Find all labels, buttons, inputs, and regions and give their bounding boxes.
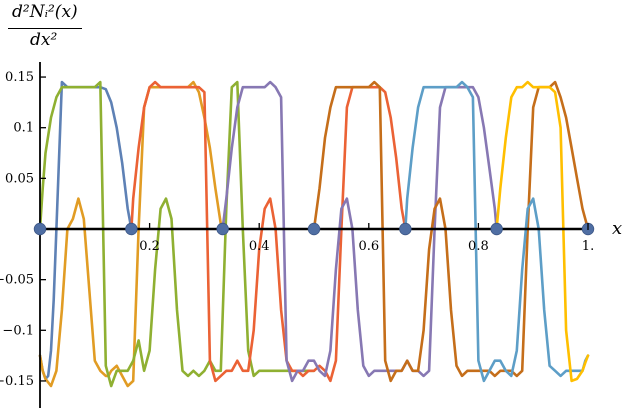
y-axis-label-numerator: d²Nᵢ²(x): [12, 2, 78, 22]
y-tick-label-2: 0.1: [13, 121, 34, 136]
x-tick-label-2: 0.4: [249, 239, 270, 254]
y-tick-label-4: −0.05: [0, 273, 34, 288]
node-point-1: [33, 222, 47, 236]
node-point-3: [216, 222, 229, 236]
x-axis-label: x: [612, 218, 623, 239]
x-tick-label-3: 0.6: [358, 239, 379, 254]
x-tick-label-1: 0.2: [139, 239, 160, 254]
node-point-4: [307, 222, 321, 236]
x-tick-label-4: 0.8: [468, 239, 489, 254]
node-point-6: [490, 222, 503, 236]
y-axis-label-denominator: dx²: [30, 30, 58, 50]
node-point-2: [125, 222, 138, 236]
node-layer: [33, 222, 595, 236]
tick-layer: 0.2 0.4 0.6 0.8 1. 0.15 0.1 0.05 −0.05 −0.1 −0.15: [0, 70, 594, 389]
y-tick-label-1: 0.15: [5, 70, 34, 85]
y-tick-label-6: −0.15: [0, 374, 34, 389]
series-line-7: [404, 80, 590, 383]
x-tick-label-5: 1.: [582, 239, 594, 254]
series-line-3: [38, 80, 316, 388]
y-tick-label-5: −0.1: [2, 323, 34, 338]
y-axis-label-fraction-bar: [8, 28, 82, 29]
y-tick-label-3: 0.05: [5, 171, 34, 186]
node-point-5: [399, 222, 412, 236]
series-line-5: [221, 80, 498, 383]
series-line-8: [495, 80, 590, 383]
